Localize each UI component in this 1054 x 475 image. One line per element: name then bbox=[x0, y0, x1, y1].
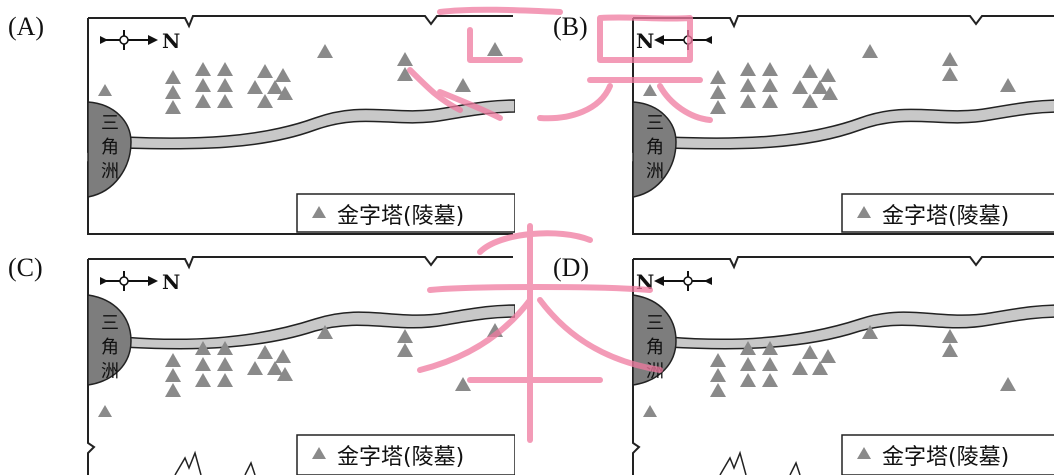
river bbox=[122, 99, 515, 150]
legend-pyramid-icon bbox=[312, 447, 326, 459]
panel-label-a: (A) bbox=[8, 12, 45, 41]
map-panel-b: 三 角 洲 N 金字塔(陵墓) bbox=[632, 15, 1054, 235]
map-panel-d: 三 角 洲 N 金字塔(陵墓) bbox=[632, 256, 1054, 475]
pyramid-group bbox=[643, 44, 1016, 114]
delta bbox=[87, 101, 132, 198]
delta bbox=[632, 101, 677, 198]
delta bbox=[87, 294, 132, 386]
delta-label-char-3: 洲 bbox=[101, 161, 119, 182]
delta-label-char-2: 角 bbox=[646, 137, 664, 158]
pyramid-group bbox=[98, 323, 503, 417]
map-panel-a: 三 角 洲 N 金字塔(陵墓) bbox=[87, 15, 515, 235]
pyramid-group bbox=[643, 325, 1016, 417]
legend-text: 金字塔(陵墓) bbox=[882, 204, 1009, 229]
delta-label-char-2: 角 bbox=[101, 137, 119, 158]
legend-text: 金字塔(陵墓) bbox=[337, 204, 464, 229]
legend-pyramid-icon bbox=[857, 447, 871, 459]
delta-label-char-1: 三 bbox=[646, 113, 664, 134]
legend-box: 金字塔(陵墓) bbox=[841, 193, 1054, 233]
river bbox=[122, 304, 515, 350]
delta-label-char-1: 三 bbox=[101, 113, 119, 134]
legend-box: 金字塔(陵墓) bbox=[296, 434, 515, 475]
river bbox=[667, 304, 1054, 350]
legend-text: 金字塔(陵墓) bbox=[882, 445, 1009, 470]
legend-box: 金字塔(陵墓) bbox=[296, 193, 515, 233]
legend-text: 金字塔(陵墓) bbox=[337, 445, 464, 470]
delta-label-char-1: 三 bbox=[646, 313, 664, 334]
panel-label-d: (D) bbox=[553, 253, 590, 282]
delta-label-char-2: 角 bbox=[101, 337, 119, 358]
legend-pyramid-icon bbox=[857, 206, 871, 218]
delta-label-char-3: 洲 bbox=[646, 161, 664, 182]
delta-label-char-2: 角 bbox=[646, 337, 664, 358]
panel-label-c: (C) bbox=[8, 253, 43, 282]
north-arrow-east: N bbox=[100, 270, 180, 294]
delta bbox=[632, 294, 677, 386]
map-panel-c: 三 角 洲 N 金字塔( bbox=[87, 256, 515, 475]
delta-label-char-3: 洲 bbox=[101, 361, 119, 382]
legend-pyramid-icon bbox=[312, 206, 326, 218]
legend-box: 金字塔(陵墓) bbox=[841, 434, 1054, 475]
north-label: N bbox=[162, 29, 180, 53]
panel-label-b: (B) bbox=[553, 12, 588, 41]
north-arrow-east: N bbox=[100, 29, 180, 53]
river bbox=[667, 99, 1054, 150]
north-label: N bbox=[636, 29, 654, 53]
pyramid-group bbox=[98, 42, 503, 114]
north-label: N bbox=[162, 270, 180, 294]
delta-label-char-1: 三 bbox=[101, 313, 119, 334]
